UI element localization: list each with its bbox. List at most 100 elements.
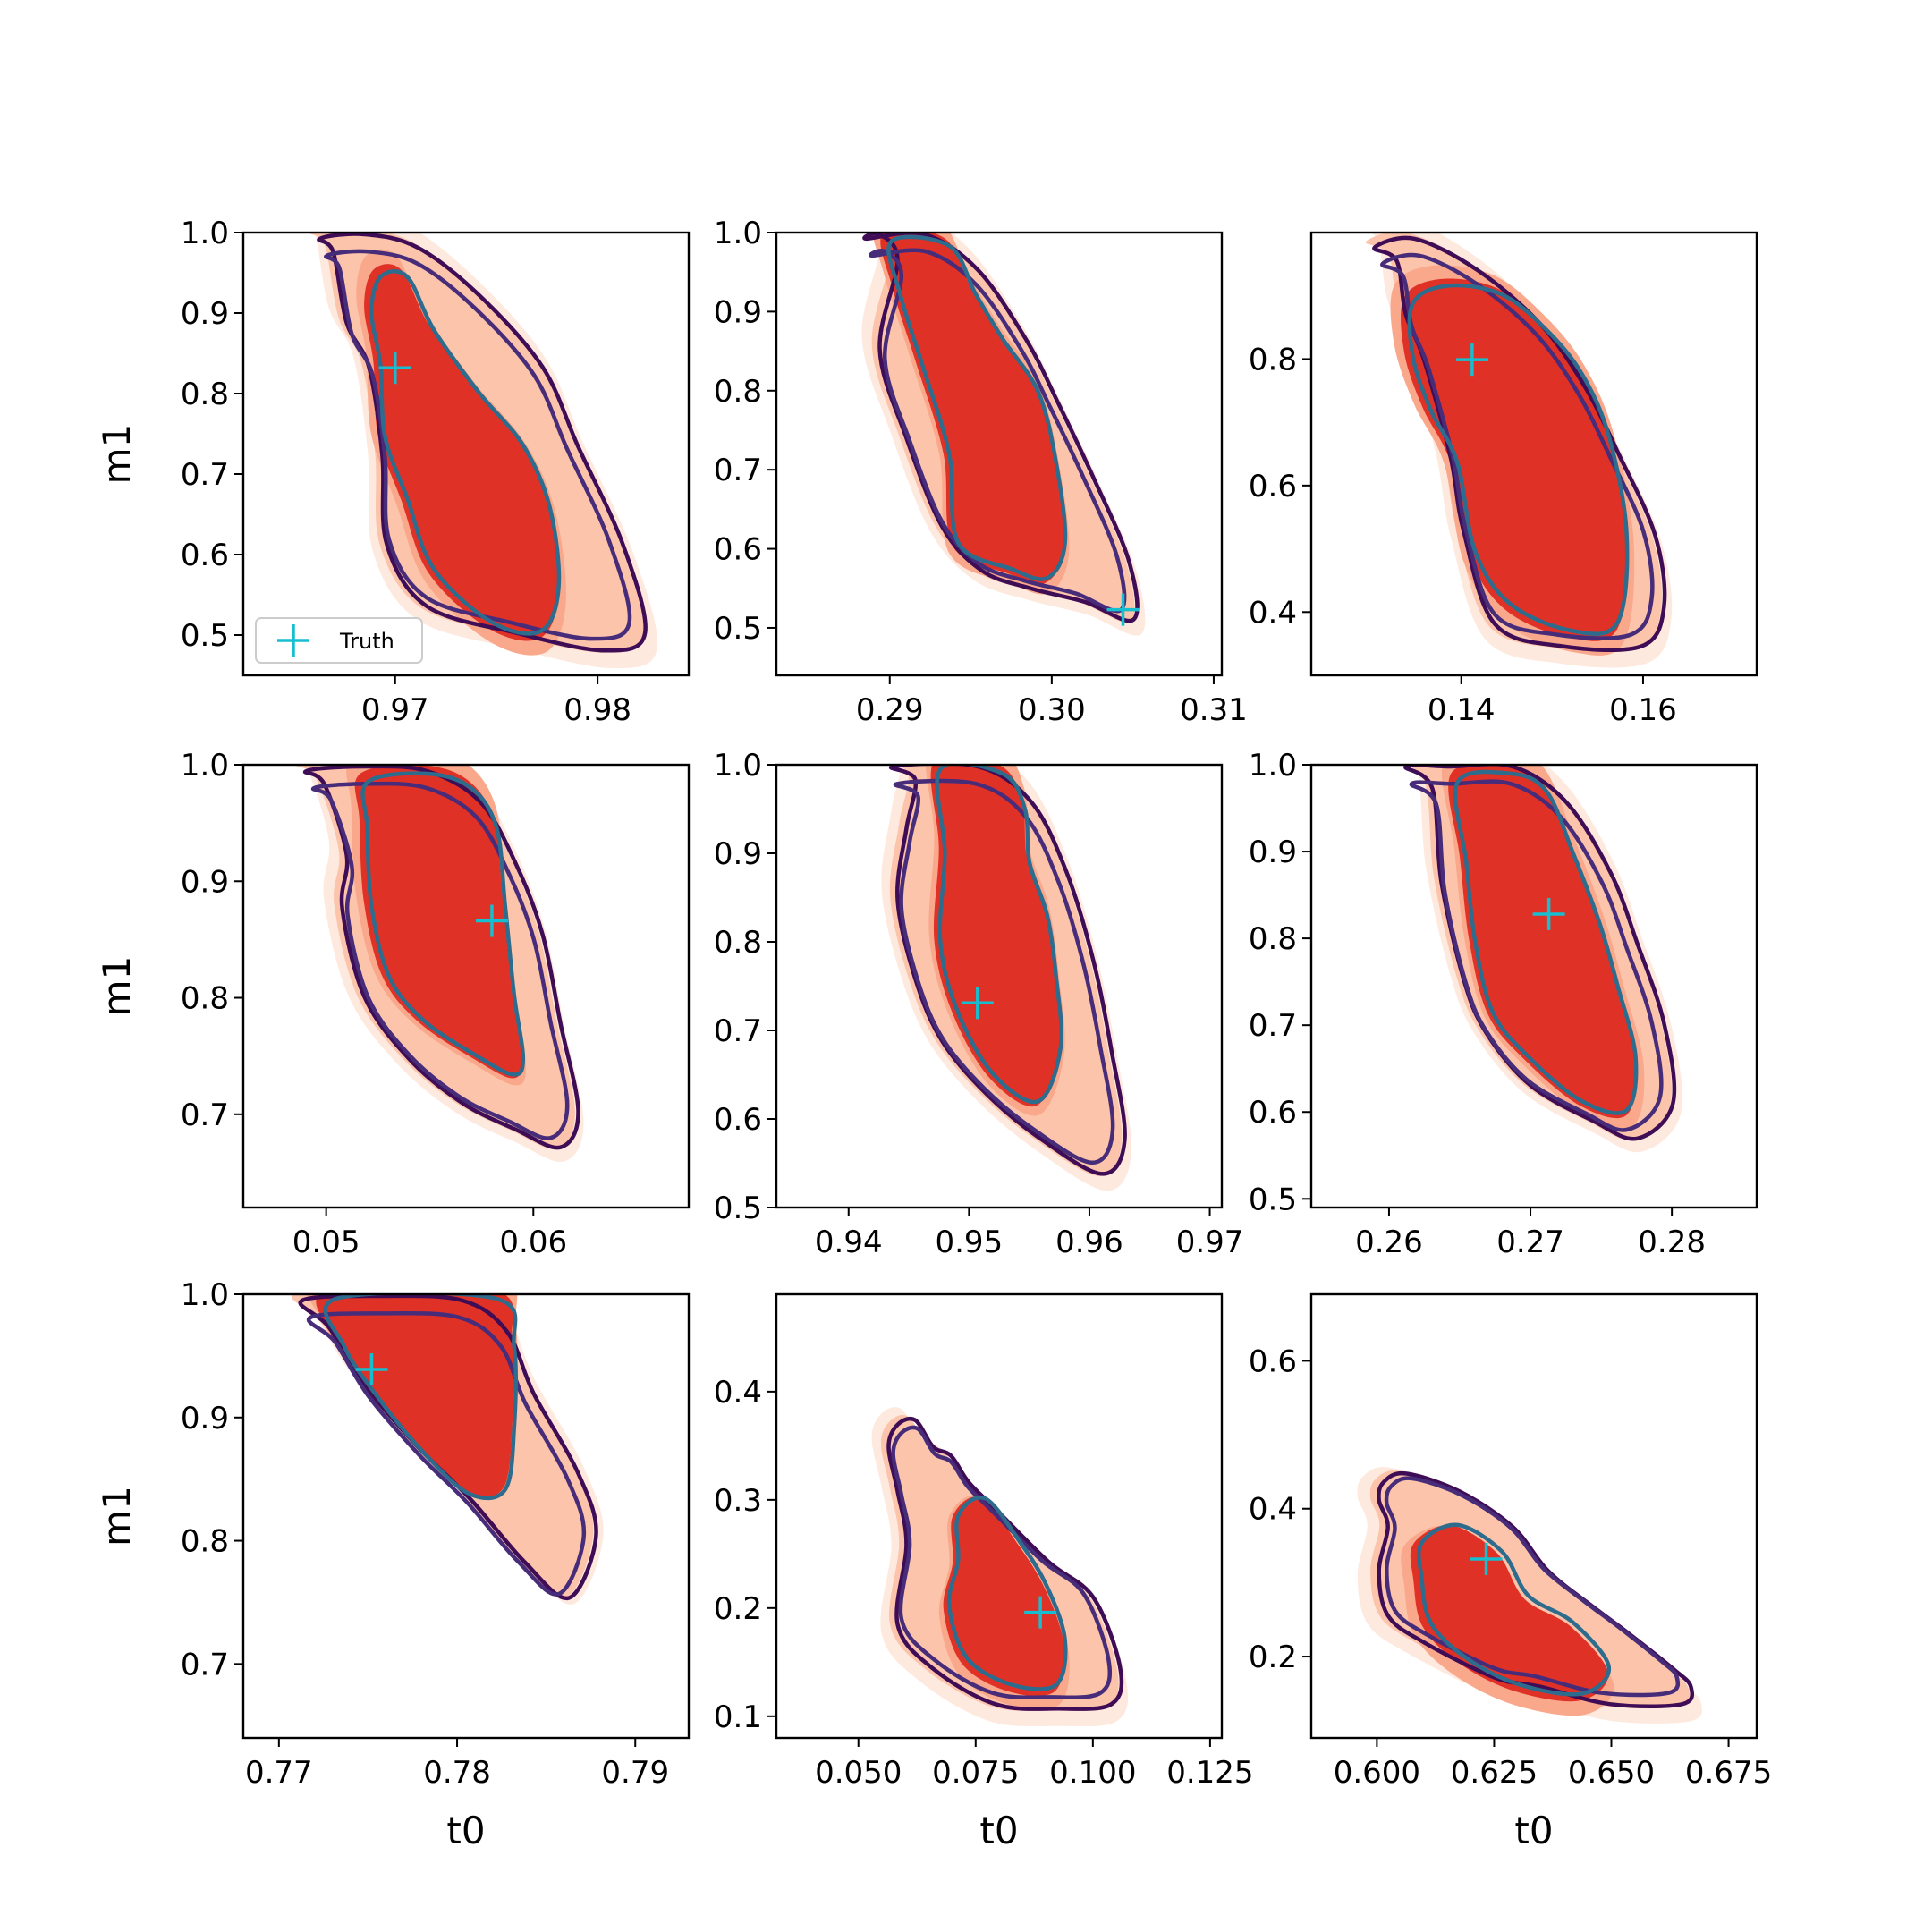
y-axis-label: m1 [95, 956, 139, 1017]
y-tick-label: 0.6 [1249, 469, 1297, 504]
contour-line-middle [891, 1425, 1113, 1700]
y-tick-label: 0.2 [714, 1591, 762, 1627]
plot-area [296, 765, 584, 1162]
plot-area [881, 765, 1132, 1191]
x-tick-label: 0.16 [1609, 692, 1677, 728]
contour-line-middle [306, 1310, 587, 1597]
plot-area [1365, 233, 1673, 668]
density-fill-level-4 [1401, 278, 1628, 641]
truth-marker [1532, 897, 1565, 930]
contour-line-inner [323, 1294, 518, 1501]
y-tick-label: 0.8 [1249, 921, 1297, 957]
subplot-1: 0.97 0.98 0.5 0.6 0.7 0.8 0.9 1.0 m1 Truth [95, 216, 691, 728]
axes-frame [775, 763, 1224, 1209]
plot-area [310, 233, 658, 669]
y-tick-label: 0.9 [714, 294, 762, 330]
x-tick-label: 0.600 [1334, 1755, 1420, 1791]
truth-marker [1470, 1542, 1503, 1575]
y-tick-label: 0.5 [1249, 1182, 1297, 1217]
legend: Truth [255, 617, 423, 664]
density-fill-level-4 [1448, 765, 1637, 1119]
y-tick-label: 0.6 [714, 532, 762, 568]
y-tick-label: 0.1 [714, 1699, 762, 1735]
legend-box [255, 617, 423, 664]
truth-marker [355, 1353, 388, 1386]
contour-line-middle [310, 781, 570, 1140]
y-tick-label: 0.8 [1249, 342, 1297, 377]
truth-marker [961, 987, 994, 1020]
x-tick-label: 0.95 [935, 1224, 1003, 1260]
contour-line-outer [302, 765, 580, 1150]
axes-frame [242, 231, 691, 677]
y-tick-label: 0.8 [181, 981, 229, 1017]
x-axis-label: t0 [979, 1809, 1018, 1852]
x-tick-label: 0.075 [932, 1755, 1019, 1791]
y-tick-label: 1.0 [181, 1277, 229, 1313]
y-tick-label: 0.6 [1249, 1095, 1297, 1131]
contour-line-inner [935, 765, 1063, 1105]
subplot-8: 0.050 0.075 0.100 0.125 0.1 0.2 0.3 0.4 t0 [714, 1292, 1254, 1852]
plot-area [1357, 1467, 1702, 1724]
x-tick-label: 0.97 [1176, 1224, 1244, 1260]
x-tick-label: 0.96 [1055, 1224, 1123, 1260]
y-tick-label: 0.9 [181, 1401, 229, 1436]
contour-line-middle [1384, 1476, 1681, 1698]
density-fill-level-4 [1410, 1525, 1609, 1702]
y-tick-label: 0.7 [181, 457, 229, 493]
y-tick-label: 0.7 [714, 453, 762, 488]
truth-marker [1106, 593, 1140, 626]
subplot-9: 0.600 0.625 0.650 0.675 0.2 0.4 0.6 t0 [1249, 1292, 1772, 1852]
contour-line-inner [886, 234, 1068, 581]
x-tick-label: 0.79 [601, 1755, 669, 1791]
axes-frame [1309, 231, 1758, 677]
y-tick-label: 0.4 [1249, 595, 1297, 631]
y-tick-label: 0.7 [714, 1013, 762, 1049]
truth-marker [1024, 1596, 1057, 1629]
x-tick-label: 0.28 [1638, 1224, 1706, 1260]
x-tick-label: 0.125 [1166, 1755, 1253, 1791]
contour-line-middle [324, 249, 632, 641]
y-tick-label: 0.6 [1249, 1343, 1297, 1379]
subplot-3: 0.14 0.16 0.4 0.6 0.8 [1249, 231, 1758, 728]
axes-frame [775, 1292, 1224, 1740]
contour-line-inner [1453, 769, 1639, 1115]
y-tick-label: 0.8 [714, 374, 762, 410]
density-fill-level-4 [354, 765, 522, 1079]
y-tick-label: 0.5 [181, 618, 229, 654]
contour-line-outer [862, 233, 1140, 623]
contour-line-inner [1407, 283, 1630, 636]
plot-area [871, 1407, 1129, 1727]
x-tick-label: 0.675 [1685, 1755, 1772, 1791]
y-tick-label: 1.0 [714, 748, 762, 784]
y-axis-label: m1 [95, 424, 139, 485]
plot-area [857, 233, 1146, 636]
y-tick-label: 0.7 [1249, 1008, 1297, 1044]
legend-label: Truth [339, 629, 394, 654]
contour-line-outer [888, 765, 1127, 1176]
y-tick-label: 1.0 [181, 216, 229, 251]
y-tick-label: 1.0 [181, 748, 229, 784]
y-tick-label: 0.8 [181, 377, 229, 412]
y-tick-label: 0.9 [714, 836, 762, 872]
contour-line-middle [869, 248, 1127, 614]
x-tick-label: 0.650 [1568, 1755, 1655, 1791]
y-tick-label: 0.9 [1249, 835, 1297, 870]
y-tick-label: 0.9 [181, 296, 229, 332]
contour-line-outer [298, 1294, 598, 1601]
truth-marker [1455, 343, 1488, 377]
axes-frame [775, 231, 1224, 677]
y-tick-label: 0.6 [714, 1102, 762, 1138]
x-tick-label: 0.31 [1180, 692, 1248, 728]
y-tick-label: 0.4 [714, 1375, 762, 1411]
x-tick-label: 0.98 [564, 692, 631, 728]
y-tick-label: 1.0 [714, 216, 762, 251]
y-tick-label: 0.6 [181, 538, 229, 573]
y-tick-label: 0.7 [181, 1647, 229, 1682]
y-tick-label: 0.3 [714, 1483, 762, 1519]
subplot-2: 0.29 0.30 0.31 0.5 0.6 0.7 0.8 0.9 1.0 [714, 216, 1248, 728]
x-tick-label: 0.06 [499, 1224, 567, 1260]
axes-frame [1309, 763, 1758, 1209]
plot-area [1403, 765, 1682, 1153]
x-axis-label: t0 [1514, 1809, 1553, 1852]
y-tick-label: 0.8 [181, 1524, 229, 1560]
